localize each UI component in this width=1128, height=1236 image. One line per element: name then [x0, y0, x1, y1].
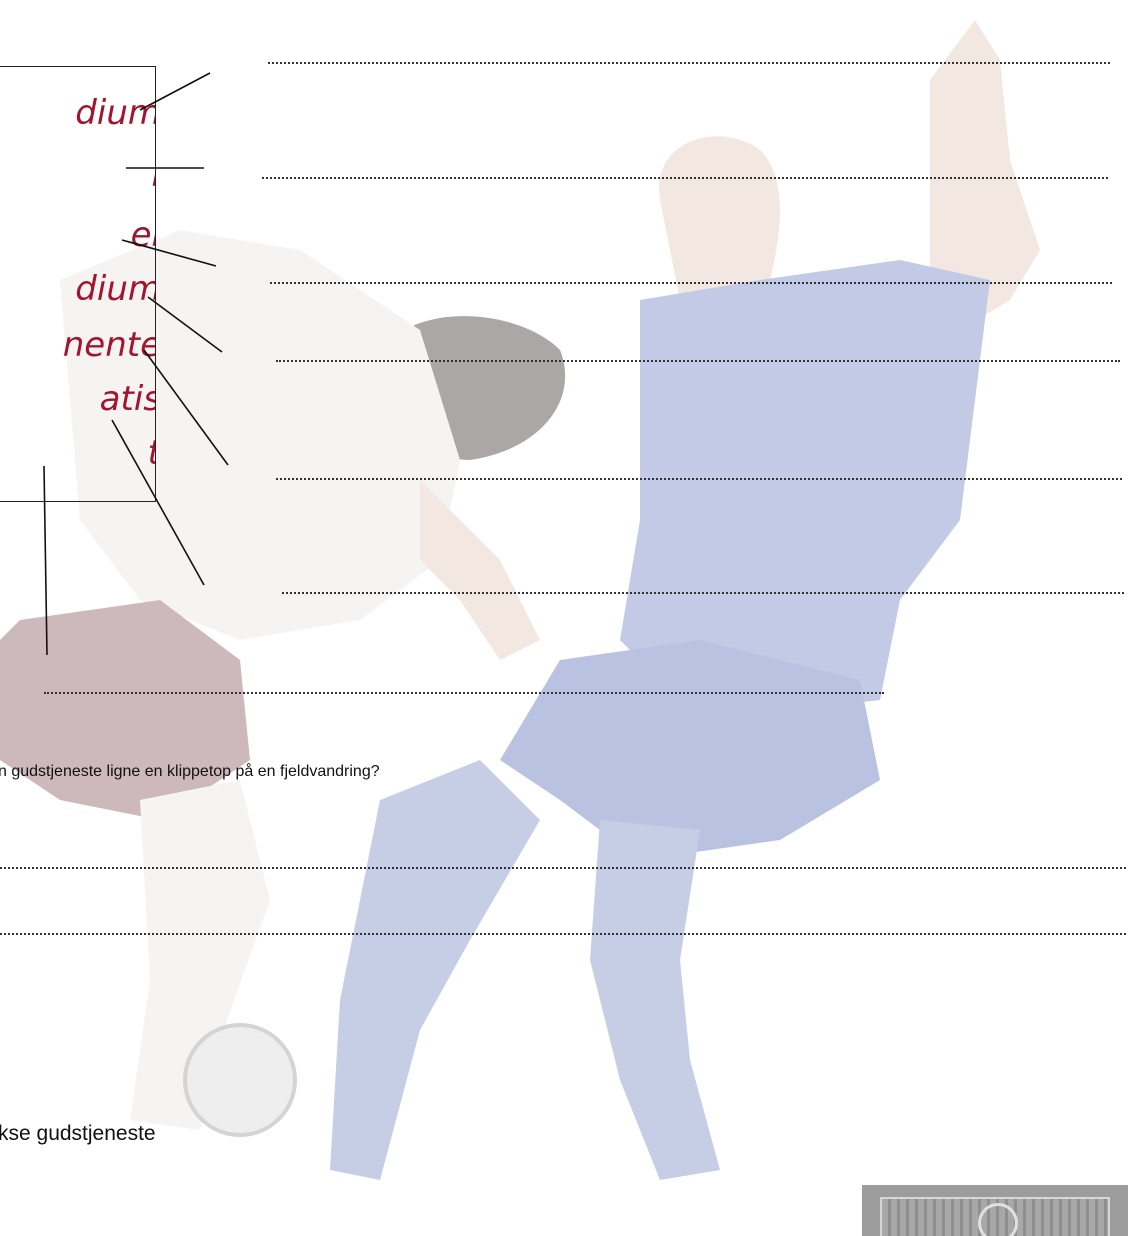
white-player-shirt [60, 230, 460, 640]
answer-line-5[interactable] [276, 478, 1122, 480]
decorative-stamp-icon [862, 1185, 1128, 1236]
blue-player-leg-left [330, 760, 540, 1180]
connector-line-1 [139, 72, 211, 111]
connector-line-7 [43, 465, 48, 656]
answer-line-6[interactable] [282, 592, 1124, 594]
white-player-shorts [0, 600, 250, 820]
connector-line-6 [111, 419, 205, 586]
stamp-frame [880, 1197, 1110, 1236]
blue-player-leg-right [590, 820, 720, 1180]
term-5: nente [62, 325, 156, 365]
answer-line-3[interactable] [270, 282, 1112, 284]
answer-line-7[interactable] [44, 692, 884, 694]
question-answer-line-1[interactable] [0, 867, 1126, 869]
answer-line-2[interactable] [262, 177, 1108, 179]
term-2: l [152, 155, 155, 195]
blue-player-head [659, 136, 780, 325]
blue-player-shorts [500, 640, 880, 860]
blue-player-arm [930, 20, 1040, 330]
football [183, 1023, 297, 1137]
term-4: dium [75, 269, 156, 309]
stamp-ring [978, 1203, 1018, 1236]
white-player-arm [420, 480, 540, 660]
white-player-head [380, 316, 566, 460]
term-1: dium [75, 93, 156, 133]
blue-player-shirt [620, 260, 990, 720]
section-heading: kse gudstjeneste [0, 1122, 156, 1145]
question-text: n gudstjeneste ligne en klippetop på en … [0, 763, 380, 780]
term-7: t [148, 433, 155, 473]
connector-line-5 [143, 349, 229, 466]
connector-line-3 [121, 239, 217, 267]
term-box: dium l el dium nente atis t [0, 66, 156, 502]
connector-line-4 [147, 296, 223, 353]
question-answer-line-2[interactable] [0, 933, 1126, 935]
term-6: atis [99, 379, 156, 419]
answer-line-1[interactable] [268, 62, 1110, 64]
answer-line-4[interactable] [276, 360, 1120, 362]
